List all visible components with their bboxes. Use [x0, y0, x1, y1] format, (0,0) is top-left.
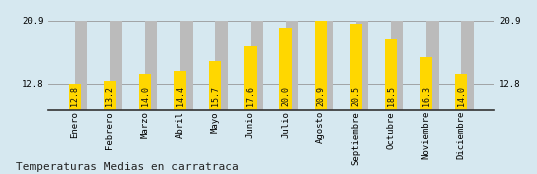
Text: 14.0: 14.0	[141, 86, 149, 106]
Bar	[251, 21, 263, 174]
Bar	[385, 39, 397, 174]
Bar	[110, 21, 122, 174]
Bar	[69, 84, 81, 174]
Text: 17.6: 17.6	[246, 86, 255, 106]
Bar	[356, 21, 368, 174]
Text: 20.5: 20.5	[351, 86, 360, 106]
Text: 13.2: 13.2	[105, 86, 114, 106]
Bar	[286, 21, 298, 174]
Bar	[145, 21, 157, 174]
Text: 20.0: 20.0	[281, 86, 290, 106]
Bar	[315, 21, 327, 174]
Text: 16.3: 16.3	[422, 86, 431, 106]
Bar	[244, 46, 257, 174]
Bar	[279, 28, 292, 174]
Text: Temperaturas Medias en carratraca: Temperaturas Medias en carratraca	[16, 162, 239, 172]
Bar	[139, 74, 151, 174]
Bar	[174, 71, 186, 174]
Text: 14.0: 14.0	[457, 86, 466, 106]
Bar	[455, 74, 467, 174]
Bar	[209, 61, 221, 174]
Text: 14.4: 14.4	[176, 86, 185, 106]
Bar	[426, 21, 439, 174]
Text: 20.9: 20.9	[316, 86, 325, 106]
Bar	[215, 21, 228, 174]
Bar	[420, 57, 432, 174]
Text: 12.8: 12.8	[70, 86, 79, 106]
Bar	[321, 21, 333, 174]
Text: 15.7: 15.7	[211, 86, 220, 106]
Text: 18.5: 18.5	[387, 86, 396, 106]
Bar	[75, 21, 87, 174]
Bar	[461, 21, 474, 174]
Bar	[104, 81, 116, 174]
Bar	[391, 21, 403, 174]
Bar	[180, 21, 193, 174]
Bar	[350, 24, 362, 174]
